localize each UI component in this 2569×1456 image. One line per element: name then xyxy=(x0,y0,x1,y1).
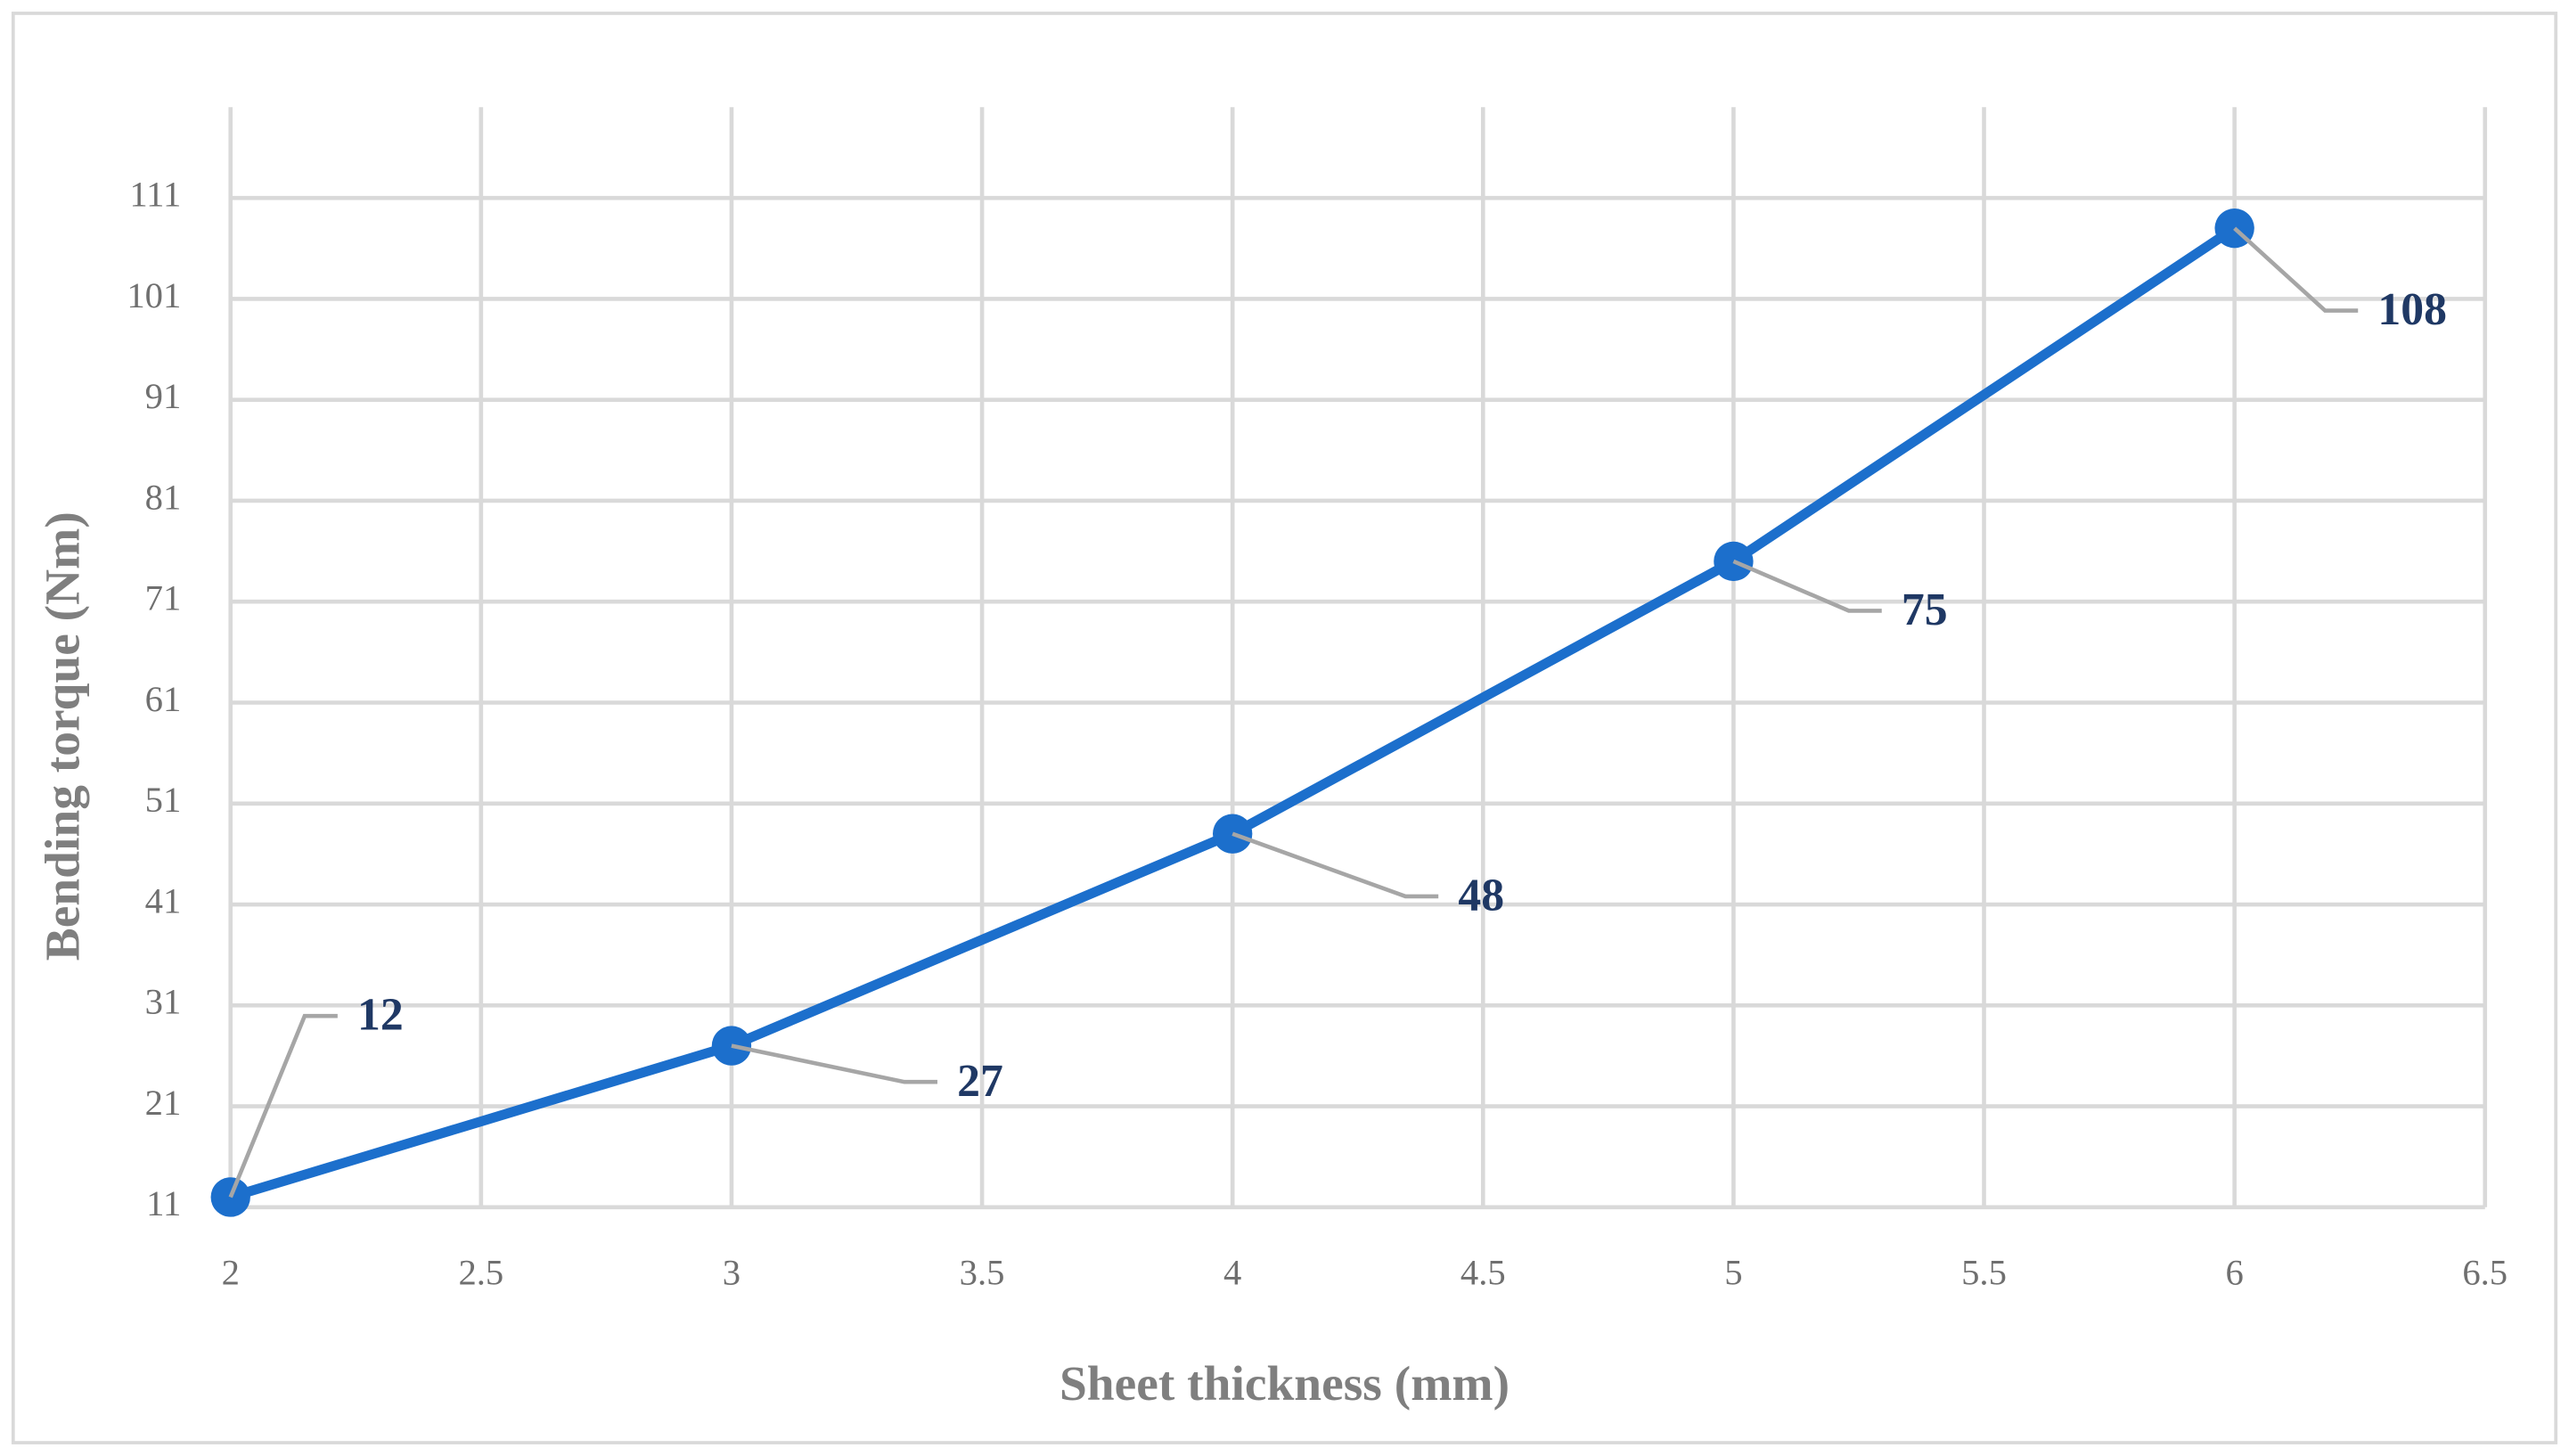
y-tick-label: 11 xyxy=(146,1183,181,1223)
chart-frame xyxy=(11,12,2558,1444)
x-tick-label: 3 xyxy=(723,1253,740,1293)
x-tick-label: 3.5 xyxy=(960,1253,1005,1293)
data-label: 12 xyxy=(357,990,404,1041)
leader-line xyxy=(1231,831,1439,899)
data-label: 48 xyxy=(1458,871,1504,921)
data-label: 75 xyxy=(1902,585,1948,635)
y-tick-label: 51 xyxy=(145,780,182,820)
data-point xyxy=(1213,814,1253,854)
x-tick-label: 2.5 xyxy=(458,1253,503,1293)
x-tick-label: 6.5 xyxy=(2462,1253,2508,1293)
y-tick-label: 31 xyxy=(145,982,182,1022)
x-tick-label: 2 xyxy=(222,1253,240,1293)
x-axis-title: Sheet thickness (mm) xyxy=(1060,1356,1509,1411)
y-tick-label: 61 xyxy=(145,679,182,719)
leader-line xyxy=(1732,559,1882,613)
x-tick-label: 6 xyxy=(2225,1253,2243,1293)
leader-line xyxy=(731,1043,937,1084)
x-tick-label: 4.5 xyxy=(1460,1253,1506,1293)
leader-line xyxy=(228,1013,338,1198)
data-label: 108 xyxy=(2377,284,2447,335)
x-tick-label: 5 xyxy=(1724,1253,1742,1293)
y-tick-label: 81 xyxy=(145,477,182,517)
y-tick-label: 111 xyxy=(129,175,181,215)
y-tick-label: 91 xyxy=(145,376,182,416)
y-tick-label: 21 xyxy=(145,1083,182,1123)
leader-line xyxy=(2233,226,2359,313)
y-axis-title: Bending torque (Nm) xyxy=(36,511,90,961)
y-tick-label: 101 xyxy=(127,275,181,315)
y-tick-label: 71 xyxy=(145,578,182,618)
x-tick-label: 5.5 xyxy=(1961,1253,2007,1293)
y-tick-label: 41 xyxy=(145,880,182,920)
x-tick-label: 4 xyxy=(1223,1253,1241,1293)
data-label: 27 xyxy=(957,1056,1003,1107)
